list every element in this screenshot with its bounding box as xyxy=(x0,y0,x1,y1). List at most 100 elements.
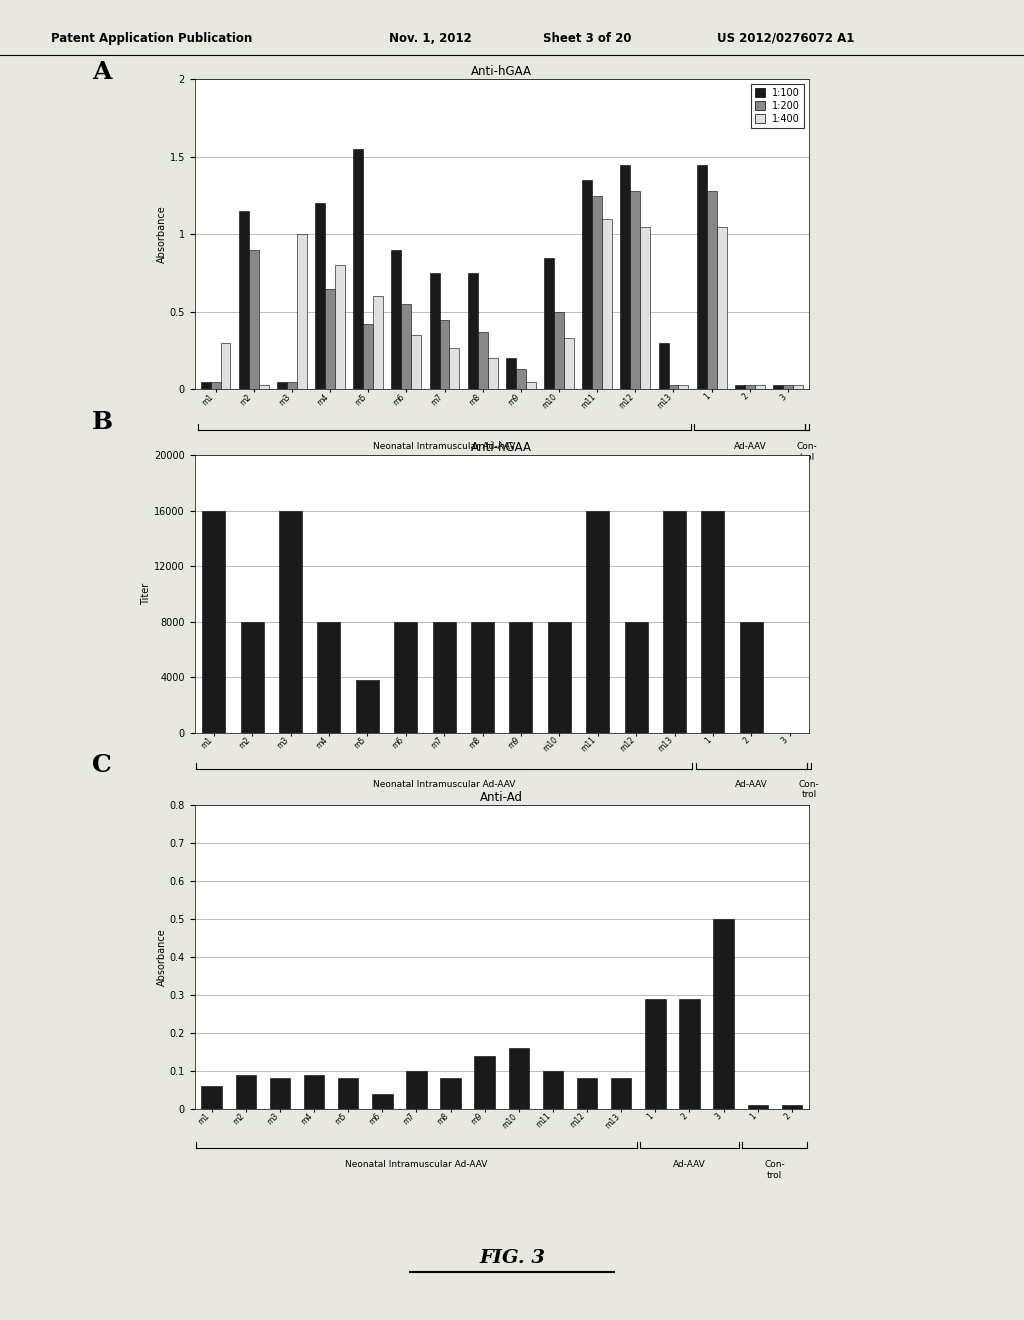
Bar xyxy=(364,325,373,389)
Bar xyxy=(717,227,727,389)
Bar xyxy=(658,343,669,389)
Legend: 1:100, 1:200, 1:400: 1:100, 1:200, 1:400 xyxy=(751,84,804,128)
Bar xyxy=(583,180,592,389)
Bar xyxy=(304,1074,325,1109)
Text: Ad-AAV: Ad-AAV xyxy=(735,780,768,789)
Bar xyxy=(241,622,264,733)
Bar xyxy=(543,1071,563,1109)
Bar xyxy=(407,1071,427,1109)
Bar xyxy=(735,384,744,389)
Bar xyxy=(202,1086,222,1109)
Bar xyxy=(625,622,648,733)
Bar xyxy=(525,381,536,389)
Bar xyxy=(450,347,460,389)
Text: Con-
trol: Con- trol xyxy=(765,1160,785,1180)
Bar xyxy=(373,297,383,389)
Bar xyxy=(506,359,516,389)
Text: Ad-AAV: Ad-AAV xyxy=(673,1160,706,1170)
Title: Anti-Ad: Anti-Ad xyxy=(480,791,523,804)
Bar xyxy=(401,304,412,389)
Bar xyxy=(439,319,450,389)
Bar xyxy=(755,384,765,389)
Bar xyxy=(707,191,717,389)
Bar xyxy=(433,622,456,733)
Bar xyxy=(202,511,225,733)
Bar xyxy=(287,381,297,389)
Bar xyxy=(297,235,307,389)
Text: C: C xyxy=(92,754,112,777)
Text: Neonatal Intramuscular Ad-AAV: Neonatal Intramuscular Ad-AAV xyxy=(345,1160,487,1170)
Bar xyxy=(239,211,249,389)
Text: Patent Application Publication: Patent Application Publication xyxy=(51,32,253,45)
Bar xyxy=(276,381,287,389)
Text: Sheet 3 of 20: Sheet 3 of 20 xyxy=(543,32,631,45)
Bar xyxy=(679,384,688,389)
Bar xyxy=(249,249,259,389)
Bar xyxy=(259,384,268,389)
Bar xyxy=(602,219,612,389)
Bar xyxy=(325,289,335,389)
Bar xyxy=(714,919,734,1109)
Text: Neonatal Intramuscular Ad-AAV: Neonatal Intramuscular Ad-AAV xyxy=(374,442,516,451)
Bar xyxy=(510,622,532,733)
Bar xyxy=(279,511,302,733)
Text: US 2012/0276072 A1: US 2012/0276072 A1 xyxy=(717,32,854,45)
Bar xyxy=(338,1078,358,1109)
Bar xyxy=(773,384,783,389)
Bar xyxy=(317,622,340,733)
Text: Con-
trol: Con- trol xyxy=(799,780,819,799)
Bar xyxy=(744,384,755,389)
Bar xyxy=(412,335,421,389)
Bar xyxy=(664,511,686,733)
Bar xyxy=(586,511,609,733)
Bar xyxy=(783,384,793,389)
Bar xyxy=(645,999,666,1109)
Bar xyxy=(478,333,487,389)
Bar xyxy=(739,622,763,733)
Text: A: A xyxy=(92,61,112,84)
Bar xyxy=(220,343,230,389)
Bar xyxy=(335,265,345,389)
Text: Con-
trol: Con- trol xyxy=(797,442,817,462)
Bar xyxy=(640,227,650,389)
Title: Anti-hGAA: Anti-hGAA xyxy=(471,441,532,454)
Bar xyxy=(315,203,325,389)
Bar xyxy=(748,1105,768,1109)
Bar xyxy=(356,680,379,733)
Text: Ad-AAV: Ad-AAV xyxy=(733,442,766,451)
Bar xyxy=(701,511,725,733)
Bar xyxy=(487,359,498,389)
Bar xyxy=(679,999,699,1109)
Bar xyxy=(781,1105,802,1109)
Bar xyxy=(621,165,631,389)
Bar xyxy=(468,273,478,389)
Bar xyxy=(696,165,707,389)
Bar xyxy=(669,384,679,389)
Bar xyxy=(430,273,439,389)
Bar xyxy=(577,1078,597,1109)
Bar xyxy=(236,1074,256,1109)
Bar xyxy=(211,381,220,389)
Bar xyxy=(353,149,364,389)
Bar xyxy=(548,622,571,733)
Text: B: B xyxy=(92,411,114,434)
Bar xyxy=(592,195,602,389)
Bar xyxy=(544,257,554,389)
Bar xyxy=(372,1093,392,1109)
Y-axis label: Absorbance: Absorbance xyxy=(157,206,167,263)
Bar xyxy=(394,622,418,733)
Text: FIG. 3: FIG. 3 xyxy=(479,1249,545,1267)
Text: Nov. 1, 2012: Nov. 1, 2012 xyxy=(389,32,472,45)
Bar xyxy=(793,384,803,389)
Bar xyxy=(631,191,640,389)
Bar xyxy=(471,622,494,733)
Title: Anti-hGAA: Anti-hGAA xyxy=(471,65,532,78)
Text: Neonatal Intramuscular Ad-AAV: Neonatal Intramuscular Ad-AAV xyxy=(373,780,515,789)
Bar xyxy=(440,1078,461,1109)
Y-axis label: Titer: Titer xyxy=(141,583,152,605)
Bar xyxy=(564,338,573,389)
Y-axis label: Absorbance: Absorbance xyxy=(157,928,167,986)
Bar xyxy=(554,312,564,389)
Bar xyxy=(516,370,525,389)
Bar xyxy=(269,1078,290,1109)
